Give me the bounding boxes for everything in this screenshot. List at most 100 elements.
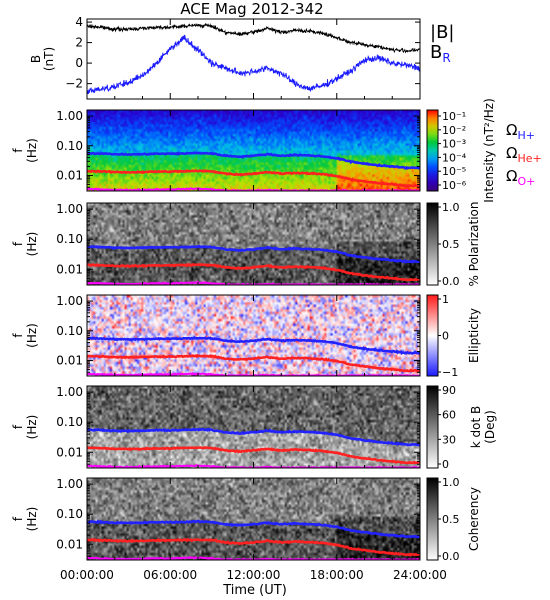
k-dot-b-panel: 1.00 0.10 0.01 f (Hz) 90 60 30 0 k dot B (Deg) [11, 384, 497, 471]
polarization-colorbar-tick-label: 0.0 [442, 275, 460, 288]
field-ytick-label: 0 [75, 56, 83, 70]
x-tick-label: 12:00:00 [227, 568, 281, 582]
k-dot-b-ytick-label: 1.00 [56, 385, 83, 399]
ellipticity-ytick-label: 1.00 [56, 294, 83, 308]
coherency-ytick-label: 0.10 [56, 507, 83, 521]
ellipticity-colorbar [426, 294, 439, 377]
k-dot-b-colorbar-label: k dot B (Deg) [469, 406, 497, 448]
coherency-panel: 1.00 0.10 0.01 f (Hz) 1.0 0.5 0.0 Coherency [11, 476, 481, 563]
coherency-ylabel-bottom: (Hz) [25, 507, 39, 532]
ellipticity-colorbar-tick-label: −1 [442, 366, 458, 379]
legend-oplus: ΩO+ [506, 167, 535, 188]
polarization-colorbar-label-text: % Polarization [467, 202, 481, 287]
polarization-colorbar-tick-label: 0.5 [442, 238, 460, 251]
x-tick-label: 24:00:00 [393, 568, 447, 582]
coherency-heplus-curve [87, 537, 420, 557]
polarization-spectrogram [87, 203, 420, 285]
ellipticity-colorbar-tick-label: 0 [442, 330, 449, 343]
polarization-ytick-label: 1.00 [56, 202, 83, 216]
intensity-colorbar-tick-label: 10⁻³ [442, 138, 466, 151]
x-axis-label: Time (UT) [222, 583, 287, 598]
k-dot-b-ytick-label: 0.01 [56, 445, 83, 459]
field-ytick-label: −2 [65, 77, 83, 91]
polarization-ytick-label: 0.10 [56, 232, 83, 246]
coherency-spectrogram [87, 478, 420, 560]
polarization-heplus-curve [87, 262, 420, 282]
ellipticity-colorbar-tick-label: 1 [442, 293, 449, 306]
ellipticity-heplus-curve [87, 353, 420, 373]
ellipticity-colorbar-label-text: Ellipticity [467, 308, 481, 363]
k-dot-b-colorbar-label-bottom: (Deg) [483, 410, 497, 444]
intensity-colorbar-tick-label: 10⁻⁴ [442, 151, 467, 164]
ellipticity-panel: 1.00 0.10 0.01 f (Hz) 1 0 −1 Ellipticity [11, 293, 481, 379]
panels: 420−2B (nT)|B|BR1.000.100.01f (Hz)10⁻¹10⁻²… [11, 15, 542, 563]
polarization-panel: 1.00 0.10 0.01 f (Hz) 1.0 0.5 0.0 % Polarization [11, 201, 481, 288]
k-dot-b-colorbar-tick-label: 90 [442, 384, 456, 397]
ellipticity-ytick-label: 0.10 [56, 324, 83, 338]
polarization-hplus-curve [87, 244, 420, 264]
polarization-colorbar [426, 202, 439, 286]
intensity-heplus-curve [87, 169, 420, 188]
k-dot-b-colorbar-tick-label: 30 [442, 433, 456, 446]
k-dot-b-hplus-curve [87, 427, 420, 447]
intensity-colorbar-tick-label: 10⁻² [442, 124, 466, 137]
intensity-ytick-label: 0.01 [56, 168, 83, 182]
coherency-colorbar-tick-label: 0.0 [442, 550, 460, 563]
k-dot-b-ylabel: f (Hz) [11, 415, 39, 440]
k-dot-b-ylabel-top: f [11, 424, 25, 429]
intensity-ytick-label: 1.00 [56, 109, 83, 123]
polarization-colorbar-label: % Polarization [467, 202, 481, 287]
field-lines [87, 22, 420, 94]
intensity-spectrogram [87, 110, 420, 191]
ellipticity-ylabel-top: f [11, 333, 25, 338]
field-panel: 4 2 0 −2 B (nT) |B|BR [29, 15, 454, 100]
coherency-ylabel-top: f [11, 516, 25, 521]
k-dot-b-colorbar-tick-label: 60 [442, 409, 456, 422]
intensity-ylabel-bottom: (Hz) [25, 138, 39, 163]
ellipticity-ylabel-bottom: (Hz) [25, 323, 39, 348]
polarization-ytick-label: 0.01 [56, 262, 83, 276]
time-axis: Time (UT) 00:00:00 06:00:00 12:00:00 18:00:… [60, 19, 447, 598]
intensity-colorbar-label: Intensity (nT²/Hz) [482, 98, 496, 203]
coherency-ytick-label: 0.01 [56, 537, 83, 551]
coherency-colorbar [426, 477, 439, 561]
k-dot-b-colorbar-label-top: k dot B [469, 406, 483, 448]
coherency-colorbar-tick-label: 1.0 [442, 476, 460, 489]
figure-title: ACE Mag 2012-342 [180, 0, 323, 18]
x-tick-label: 00:00:00 [60, 568, 114, 582]
polarization-ylabel: f (Hz) [11, 232, 39, 257]
ellipticity-ylabel: f (Hz) [11, 323, 39, 348]
polarization-ylabel-bottom: (Hz) [25, 232, 39, 257]
polarization-ylabel-top: f [11, 241, 25, 246]
k-dot-b-heplus-curve [87, 446, 420, 465]
coherency-ytick-label: 1.00 [56, 477, 83, 491]
field-ylabel-bottom: (nT) [42, 47, 56, 71]
intensity-ylabel: f (Hz) [11, 138, 39, 163]
x-tick-label: 18:00:00 [310, 568, 364, 582]
field-ylabel-top: B [29, 55, 43, 63]
intensity-hplus-curve [87, 151, 420, 171]
coherency-colorbar-tick-label: 0.5 [442, 513, 460, 526]
intensity-ylabel-top: f [11, 148, 25, 153]
legend-heplus: ΩHe+ [506, 144, 542, 165]
ellipticity-hplus-curve [87, 336, 420, 356]
k-dot-b-colorbar-tick-label: 0 [442, 458, 449, 471]
legend-br: BR [430, 42, 451, 65]
k-dot-b-ytick-label: 0.10 [56, 415, 83, 429]
coherency-ylabel: f (Hz) [11, 507, 39, 532]
ellipticity-spectrogram [87, 295, 420, 376]
field-ylabel: B (nT) [29, 47, 56, 71]
legend-bmag: |B| [430, 22, 454, 43]
coherency-colorbar-label-text: Coherency [467, 487, 481, 551]
k-dot-b-colorbar [426, 385, 439, 469]
x-tick-label: 06:00:00 [143, 568, 197, 582]
field-ytick-label: 2 [75, 36, 83, 50]
ellipticity-ytick-label: 0.01 [56, 353, 83, 367]
k-dot-b-ylabel-bottom: (Hz) [25, 415, 39, 440]
coherency-hplus-curve [87, 519, 420, 539]
intensity-colorbar-tick-label: 10⁻⁶ [442, 179, 467, 192]
polarization-colorbar-tick-label: 1.0 [442, 201, 460, 214]
intensity-colorbar-tick-label: 10⁻⁵ [442, 165, 466, 178]
intensity-panel: 1.00 0.10 0.01 f (Hz) 10⁻¹10⁻²10⁻³10⁻⁴10⁻⁵10⁻… [11, 98, 542, 203]
bmag-series-line [87, 22, 420, 54]
